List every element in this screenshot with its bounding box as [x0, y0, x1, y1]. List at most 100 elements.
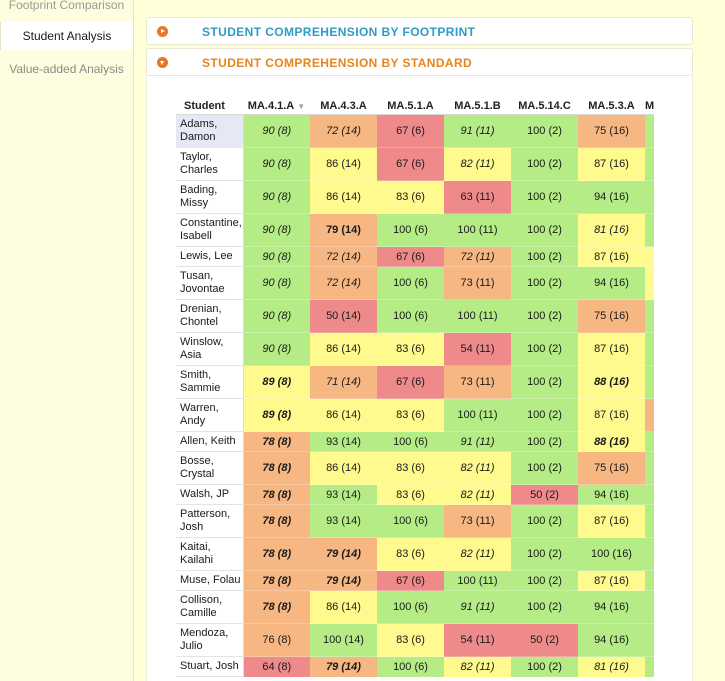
- score-cell[interactable]: 78 (8): [243, 451, 310, 485]
- score-cell[interactable]: 83 (6): [377, 398, 444, 432]
- score-cell[interactable]: 83 (6): [377, 180, 444, 214]
- score-cell[interactable]: 78 (8): [243, 504, 310, 538]
- score-cell[interactable]: 67 (6): [377, 147, 444, 181]
- table-row[interactable]: Stuart, Josh 64 (8) 79 (14) 100 (6) 82 (11) 1…: [176, 656, 655, 677]
- table-row[interactable]: Drenian, Chontel 90 (8) 50 (14) 100 (6) 100 …: [176, 299, 655, 333]
- score-cell[interactable]: 100 (2): [511, 147, 578, 181]
- student-name-cell[interactable]: Muse, Folau: [176, 570, 244, 591]
- sidebar-item-footprint-comparison[interactable]: Footprint Comparison: [8, 0, 125, 12]
- table-row[interactable]: Kaitai, Kailahi 78 (8) 79 (14) 83 (6) 82 (11…: [176, 537, 655, 571]
- score-cell[interactable]: 78 (8): [243, 431, 310, 452]
- student-name-cell[interactable]: Stuart, Josh: [176, 656, 244, 677]
- student-name-cell[interactable]: Collison, Camille: [176, 590, 244, 624]
- score-cell[interactable]: 90 (8): [243, 147, 310, 181]
- score-cell[interactable]: [645, 365, 655, 399]
- score-cell[interactable]: 73 (11): [444, 365, 511, 399]
- score-cell[interactable]: [645, 484, 655, 505]
- table-row[interactable]: Bosse, Crystal 78 (8) 86 (14) 83 (6) 82 (11)…: [176, 451, 655, 485]
- table-row[interactable]: Mendoza, Julio 76 (8) 100 (14) 83 (6) 54 (11…: [176, 623, 655, 657]
- score-cell[interactable]: 93 (14): [310, 431, 377, 452]
- score-cell[interactable]: 87 (16): [578, 246, 645, 267]
- score-cell[interactable]: 82 (11): [444, 537, 511, 571]
- score-cell[interactable]: 78 (8): [243, 590, 310, 624]
- sidebar-item-student-analysis[interactable]: Student Analysis: [0, 22, 133, 50]
- score-cell[interactable]: 50 (2): [511, 623, 578, 657]
- table-row[interactable]: Tusan, Jovontae 90 (8) 72 (14) 100 (6) 73 (1…: [176, 266, 655, 300]
- score-cell[interactable]: 86 (14): [310, 398, 377, 432]
- score-cell[interactable]: 100 (11): [444, 570, 511, 591]
- student-name-cell[interactable]: Winslow, Asia: [176, 332, 244, 366]
- score-cell[interactable]: 67 (6): [377, 365, 444, 399]
- table-row[interactable]: Patterson, Josh 78 (8) 93 (14) 100 (6) 73 (1…: [176, 504, 655, 538]
- student-name-cell[interactable]: Kaitai, Kailahi: [176, 537, 244, 571]
- score-cell[interactable]: 91 (11): [444, 114, 511, 148]
- score-cell[interactable]: 50 (14): [310, 299, 377, 333]
- score-cell[interactable]: 91 (11): [444, 590, 511, 624]
- score-cell[interactable]: 81 (16): [578, 656, 645, 677]
- score-cell[interactable]: 89 (8): [243, 398, 310, 432]
- student-name-cell[interactable]: Allen, Keith: [176, 431, 244, 452]
- score-cell[interactable]: [645, 180, 655, 214]
- table-row[interactable]: Taylor, Charles 90 (8) 86 (14) 67 (6) 82 (11…: [176, 147, 655, 181]
- student-name-cell[interactable]: Warren, Andy: [176, 398, 244, 432]
- score-cell[interactable]: 100 (16): [578, 537, 645, 571]
- score-cell[interactable]: 78 (8): [243, 570, 310, 591]
- sidebar-item-value-added-analysis[interactable]: Value-added Analysis: [9, 62, 124, 76]
- column-header-standard[interactable]: M: [645, 98, 655, 115]
- column-header-standard[interactable]: MA.5.3.A: [578, 98, 645, 115]
- score-cell[interactable]: 78 (8): [243, 537, 310, 571]
- score-cell[interactable]: 67 (6): [377, 570, 444, 591]
- score-cell[interactable]: 76 (8): [243, 623, 310, 657]
- score-cell[interactable]: 90 (8): [243, 266, 310, 300]
- score-cell[interactable]: 100 (6): [377, 504, 444, 538]
- score-cell[interactable]: [645, 570, 655, 591]
- student-name-cell[interactable]: Mendoza, Julio: [176, 623, 244, 657]
- score-cell[interactable]: 79 (14): [310, 656, 377, 677]
- score-cell[interactable]: 64 (8): [243, 656, 310, 677]
- score-cell[interactable]: [645, 299, 655, 333]
- score-cell[interactable]: 67 (6): [377, 246, 444, 267]
- score-cell[interactable]: 73 (11): [444, 266, 511, 300]
- score-cell[interactable]: 79 (14): [310, 570, 377, 591]
- score-cell[interactable]: 100 (2): [511, 398, 578, 432]
- score-cell[interactable]: 73 (11): [444, 504, 511, 538]
- score-cell[interactable]: 94 (16): [578, 266, 645, 300]
- score-cell[interactable]: 86 (14): [310, 147, 377, 181]
- score-cell[interactable]: 100 (2): [511, 590, 578, 624]
- score-cell[interactable]: 75 (16): [578, 114, 645, 148]
- student-name-cell[interactable]: Walsh, JP: [176, 484, 244, 505]
- score-cell[interactable]: 72 (14): [310, 266, 377, 300]
- score-cell[interactable]: [645, 114, 655, 148]
- score-cell[interactable]: 90 (8): [243, 246, 310, 267]
- score-cell[interactable]: 100 (2): [511, 114, 578, 148]
- score-cell[interactable]: 82 (11): [444, 451, 511, 485]
- table-row[interactable]: Lewis, Lee 90 (8) 72 (14) 67 (6) 72 (11) 100 …: [176, 246, 655, 267]
- score-cell[interactable]: 100 (2): [511, 299, 578, 333]
- score-cell[interactable]: 100 (11): [444, 213, 511, 247]
- table-row[interactable]: Bading, Missy 90 (8) 86 (14) 83 (6) 63 (11) 1…: [176, 180, 655, 214]
- score-cell[interactable]: 82 (11): [444, 656, 511, 677]
- score-cell[interactable]: 93 (14): [310, 484, 377, 505]
- score-cell[interactable]: [645, 431, 655, 452]
- score-cell[interactable]: 75 (16): [578, 299, 645, 333]
- score-cell[interactable]: 75 (16): [578, 451, 645, 485]
- student-name-cell[interactable]: Patterson, Josh: [176, 504, 244, 538]
- student-name-cell[interactable]: Constantine, Isabell: [176, 213, 244, 247]
- score-cell[interactable]: 94 (16): [578, 590, 645, 624]
- score-cell[interactable]: 100 (2): [511, 365, 578, 399]
- column-header-standard[interactable]: MA.5.1.B: [444, 98, 511, 115]
- student-name-cell[interactable]: Adams, Damon: [176, 114, 244, 148]
- score-cell[interactable]: [645, 398, 655, 432]
- score-cell[interactable]: 78 (8): [243, 484, 310, 505]
- score-cell[interactable]: 83 (6): [377, 484, 444, 505]
- score-cell[interactable]: 91 (11): [444, 431, 511, 452]
- column-header-standard[interactable]: MA.5.14.C: [511, 98, 578, 115]
- score-cell[interactable]: 94 (16): [578, 623, 645, 657]
- score-cell[interactable]: 100 (6): [377, 656, 444, 677]
- table-row[interactable]: Adams, Damon 90 (8) 72 (14) 67 (6) 91 (11) 10…: [176, 114, 655, 148]
- score-cell[interactable]: 87 (16): [578, 398, 645, 432]
- collapse-icon[interactable]: [157, 57, 168, 68]
- score-cell[interactable]: 100 (2): [511, 246, 578, 267]
- table-row[interactable]: Warren, Andy 89 (8) 86 (14) 83 (6) 100 (11) 1…: [176, 398, 655, 432]
- score-cell[interactable]: [645, 266, 655, 300]
